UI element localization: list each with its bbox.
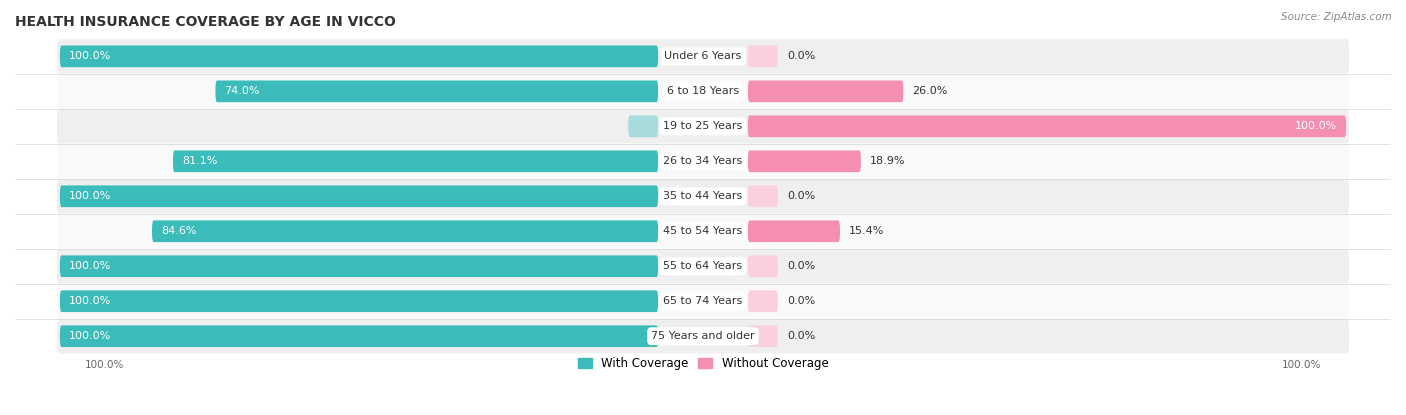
FancyBboxPatch shape xyxy=(60,255,658,277)
Text: 75 Years and older: 75 Years and older xyxy=(651,331,755,341)
Text: 100.0%: 100.0% xyxy=(69,191,111,201)
Text: 45 to 54 Years: 45 to 54 Years xyxy=(664,226,742,236)
Text: 55 to 64 Years: 55 to 64 Years xyxy=(664,261,742,271)
Text: 65 to 74 Years: 65 to 74 Years xyxy=(664,296,742,306)
FancyBboxPatch shape xyxy=(748,81,904,102)
Text: 74.0%: 74.0% xyxy=(225,86,260,96)
Text: 18.9%: 18.9% xyxy=(870,156,905,166)
Text: 100.0%: 100.0% xyxy=(1295,121,1337,131)
FancyBboxPatch shape xyxy=(628,115,658,137)
Text: 100.0%: 100.0% xyxy=(69,261,111,271)
FancyBboxPatch shape xyxy=(748,151,860,172)
FancyBboxPatch shape xyxy=(56,144,1350,178)
Text: 26.0%: 26.0% xyxy=(912,86,948,96)
Text: 0.0%: 0.0% xyxy=(787,261,815,271)
FancyBboxPatch shape xyxy=(56,249,1350,283)
FancyBboxPatch shape xyxy=(748,46,778,67)
Text: 0.0%: 0.0% xyxy=(787,191,815,201)
FancyBboxPatch shape xyxy=(748,325,778,347)
FancyBboxPatch shape xyxy=(56,39,1350,73)
FancyBboxPatch shape xyxy=(56,214,1350,249)
FancyBboxPatch shape xyxy=(152,220,658,242)
Text: 100.0%: 100.0% xyxy=(69,51,111,61)
FancyBboxPatch shape xyxy=(173,151,658,172)
Text: 19 to 25 Years: 19 to 25 Years xyxy=(664,121,742,131)
FancyBboxPatch shape xyxy=(60,290,658,312)
Text: Under 6 Years: Under 6 Years xyxy=(665,51,741,61)
FancyBboxPatch shape xyxy=(56,109,1350,144)
FancyBboxPatch shape xyxy=(60,186,658,207)
FancyBboxPatch shape xyxy=(56,319,1350,353)
FancyBboxPatch shape xyxy=(748,255,778,277)
Text: 100.0%: 100.0% xyxy=(69,331,111,341)
Text: 0.0%: 0.0% xyxy=(787,331,815,341)
Text: 84.6%: 84.6% xyxy=(160,226,197,236)
Text: 100.0%: 100.0% xyxy=(69,296,111,306)
Text: 81.1%: 81.1% xyxy=(181,156,218,166)
Text: 0.0%: 0.0% xyxy=(787,296,815,306)
FancyBboxPatch shape xyxy=(60,325,658,347)
FancyBboxPatch shape xyxy=(56,74,1350,108)
Text: 6 to 18 Years: 6 to 18 Years xyxy=(666,86,740,96)
FancyBboxPatch shape xyxy=(748,186,778,207)
FancyBboxPatch shape xyxy=(748,290,778,312)
FancyBboxPatch shape xyxy=(56,284,1350,318)
Legend: With Coverage, Without Coverage: With Coverage, Without Coverage xyxy=(572,353,834,375)
Text: 26 to 34 Years: 26 to 34 Years xyxy=(664,156,742,166)
Text: HEALTH INSURANCE COVERAGE BY AGE IN VICCO: HEALTH INSURANCE COVERAGE BY AGE IN VICC… xyxy=(15,15,396,29)
FancyBboxPatch shape xyxy=(56,179,1350,213)
Text: Source: ZipAtlas.com: Source: ZipAtlas.com xyxy=(1281,12,1392,22)
FancyBboxPatch shape xyxy=(60,46,658,67)
Text: 15.4%: 15.4% xyxy=(849,226,884,236)
FancyBboxPatch shape xyxy=(748,115,1346,137)
FancyBboxPatch shape xyxy=(748,220,839,242)
FancyBboxPatch shape xyxy=(215,81,658,102)
Text: 35 to 44 Years: 35 to 44 Years xyxy=(664,191,742,201)
Text: 0.0%: 0.0% xyxy=(787,51,815,61)
